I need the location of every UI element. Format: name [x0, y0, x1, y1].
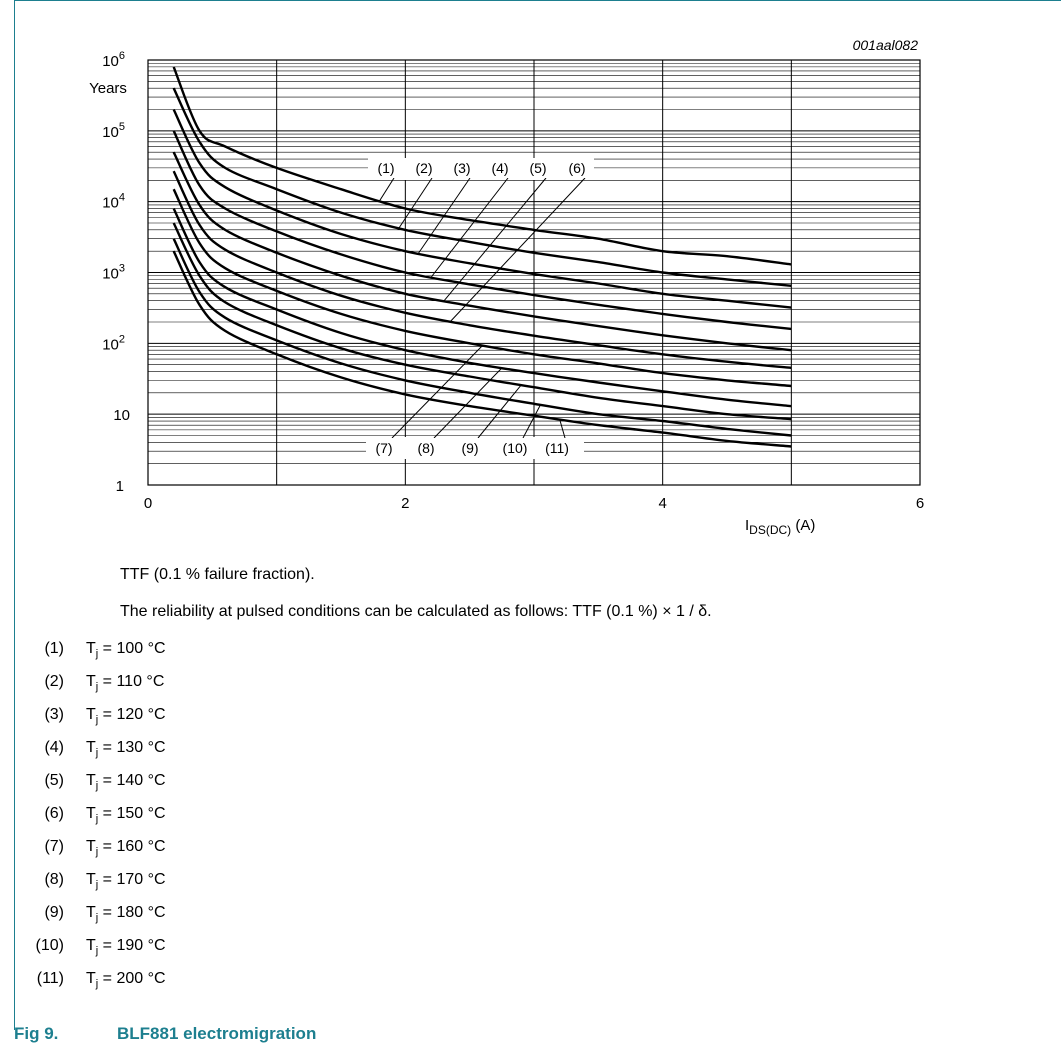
callout-label-bg	[367, 438, 401, 458]
legend-text: Tj = 110 °C	[86, 673, 165, 693]
callout-label-4: (4)	[491, 160, 508, 176]
note-pulsed: The reliability at pulsed conditions can…	[120, 603, 712, 620]
legend-text: Tj = 100 °C	[86, 640, 166, 660]
curve-callouts: (1) (2) (3) (4) (5) (6) (7) (8) (9) (10) (11)	[366, 158, 594, 459]
legend-text: Tj = 120 °C	[86, 706, 166, 726]
x-tick-label: 0	[144, 495, 152, 512]
legend-text: Tj = 160 °C	[86, 838, 166, 858]
y-tick-label: 105	[102, 121, 125, 141]
x-tick-label: 2	[401, 495, 409, 512]
callout-label-6: (6)	[568, 160, 585, 176]
series-line-2	[172, 87, 792, 287]
legend-text: Tj = 180 °C	[86, 904, 166, 924]
legend-text: Tj = 190 °C	[86, 937, 166, 957]
callout-label-7: (7)	[375, 440, 392, 456]
legend-text: Tj = 150 °C	[86, 805, 166, 825]
x-tick-label: 6	[916, 495, 924, 512]
callout-leader-4	[430, 177, 509, 278]
series-line-10	[172, 238, 792, 437]
callout-label-bg	[407, 158, 441, 178]
callout-label-bg	[445, 158, 479, 178]
callout-label-5: (5)	[529, 160, 546, 176]
chart-id-label: 001aal082	[853, 37, 919, 53]
callout-leader-6	[450, 177, 586, 322]
y-tick-label: 104	[102, 192, 125, 212]
callout-leader-5	[443, 177, 547, 302]
legend-text: Tj = 130 °C	[86, 739, 166, 759]
legend-text: Tj = 140 °C	[86, 772, 166, 792]
legend-number: (11)	[36, 970, 64, 987]
callout-label-bg	[536, 438, 578, 458]
series-line-1	[172, 66, 792, 266]
top-border	[14, 0, 1061, 1]
callout-leader-11	[559, 419, 566, 439]
legend-number: (5)	[44, 772, 64, 789]
callout-label-2: (2)	[415, 160, 432, 176]
callout-label-10: (10)	[503, 440, 528, 456]
callout-leader-1	[379, 177, 395, 202]
series-line-6	[172, 170, 792, 370]
callout-leader-3	[417, 177, 471, 254]
callout-label-bg	[494, 438, 536, 458]
legend-number: (9)	[44, 904, 64, 921]
left-border	[14, 0, 15, 1030]
electromigration-chart: (1) (2) (3) (4) (5) (6)(7) (8) (9) (10) (11) 1061…	[89, 37, 924, 537]
legend-text: Tj = 200 °C	[86, 970, 166, 990]
legend-number: (7)	[44, 838, 64, 855]
legend-number: (8)	[44, 871, 64, 888]
x-axis-label: IDS(DC) (A)	[745, 517, 815, 537]
y-axis-label: Years	[89, 80, 127, 97]
y-tick-label: 1	[116, 478, 124, 495]
callout-label-bg	[369, 158, 403, 178]
y-tick-label: 103	[102, 263, 125, 283]
callout-leader-7	[391, 345, 483, 439]
x-tick-label: 4	[658, 495, 666, 512]
legend-number: (6)	[44, 805, 64, 822]
callout-label-bg	[521, 158, 555, 178]
legend-text: Tj = 170 °C	[86, 871, 166, 891]
callout-label-8: (8)	[417, 440, 434, 456]
plot-border	[147, 59, 921, 486]
callout-label-9: (9)	[461, 440, 478, 456]
series-line-5	[172, 151, 792, 352]
series-line-4	[172, 130, 792, 331]
series-line-11	[172, 250, 792, 448]
note-ttf: TTF (0.1 % failure fraction).	[120, 566, 315, 583]
figure-title: BLF881 electromigration	[117, 1024, 317, 1043]
y-tick-label: 106	[102, 50, 125, 70]
series-line-3	[172, 108, 792, 309]
callout-label-bg	[560, 158, 594, 178]
legend-number: (2)	[44, 673, 64, 690]
callout-label-1: (1)	[377, 160, 394, 176]
callout-label-bg	[453, 438, 487, 458]
callout-label-bg	[483, 158, 517, 178]
legend-number: (10)	[35, 937, 64, 954]
y-tick-label: 10	[113, 407, 130, 424]
callout-leader-9	[477, 384, 522, 439]
series-line-8	[172, 207, 792, 408]
figure-number: Fig 9.	[14, 1024, 59, 1043]
page-frame	[14, 0, 1061, 1030]
series-line-7	[172, 188, 792, 388]
callout-label-bg	[409, 438, 443, 458]
grid	[147, 59, 921, 486]
callout-leader-10	[522, 404, 541, 439]
legend-number: (4)	[44, 739, 64, 756]
legend-number: (3)	[44, 706, 64, 723]
series-line-9	[172, 222, 792, 421]
callout-label-3: (3)	[453, 160, 470, 176]
y-tick-label: 102	[102, 333, 125, 353]
callout-label-11: (11)	[545, 440, 569, 456]
callout-leader-2	[398, 177, 433, 229]
legend-number: (1)	[44, 640, 64, 657]
callout-leader-8	[433, 367, 503, 439]
curves	[172, 66, 792, 448]
